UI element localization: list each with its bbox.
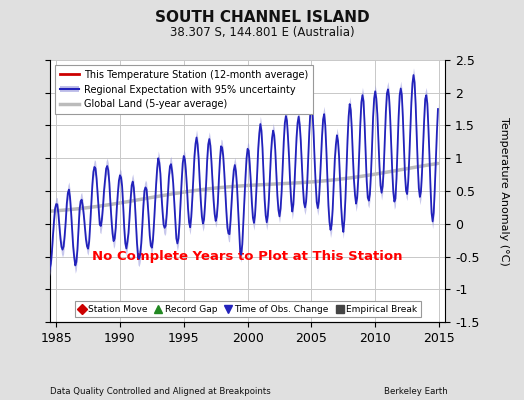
Text: 38.307 S, 144.801 E (Australia): 38.307 S, 144.801 E (Australia) xyxy=(170,26,354,39)
Text: Data Quality Controlled and Aligned at Breakpoints: Data Quality Controlled and Aligned at B… xyxy=(50,387,270,396)
Legend: Station Move, Record Gap, Time of Obs. Change, Empirical Break: Station Move, Record Gap, Time of Obs. C… xyxy=(74,301,421,318)
Text: SOUTH CHANNEL ISLAND: SOUTH CHANNEL ISLAND xyxy=(155,10,369,25)
Text: No Complete Years to Plot at This Station: No Complete Years to Plot at This Statio… xyxy=(92,250,403,263)
Text: Berkeley Earth: Berkeley Earth xyxy=(384,387,448,396)
Y-axis label: Temperature Anomaly (°C): Temperature Anomaly (°C) xyxy=(499,117,509,265)
